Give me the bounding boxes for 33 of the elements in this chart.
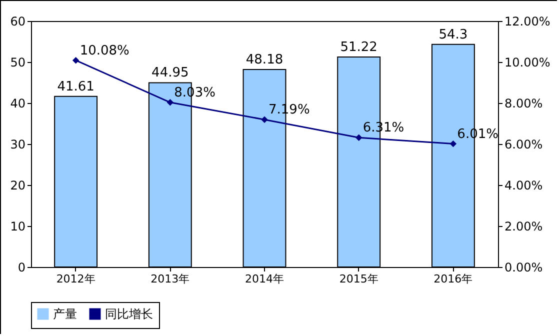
data-label: 41.61 (57, 79, 94, 94)
point (355, 134, 362, 141)
y2-tick-label: 6.00% (504, 138, 543, 152)
point (72, 57, 80, 64)
y-tick-label: 50 (10, 56, 26, 70)
point (166, 99, 174, 106)
data-label: 51.22 (340, 40, 378, 55)
y-tick-label: 10 (10, 220, 26, 234)
x-tick-label: 2015年 (339, 272, 378, 286)
x-tick-label: 2012年 (56, 272, 96, 286)
y2-tick-label: 0.00% (504, 260, 543, 274)
y2-tick-label: 4.00% (504, 178, 543, 192)
data-label: 10.08% (80, 43, 130, 58)
point (261, 116, 268, 123)
y2-tick-label: 8.00% (504, 96, 543, 110)
x-tick-label: 2014年 (245, 272, 284, 286)
y-tick-label: 20 (10, 178, 26, 192)
legend-label: 同比增长 (105, 307, 153, 321)
y2-tick-label: 12.00% (504, 14, 550, 28)
y-tick-label: 0 (18, 260, 26, 274)
y-tick-label: 30 (10, 138, 26, 152)
data-label: 44.95 (152, 66, 189, 81)
x-tick-label: 2013年 (150, 272, 190, 286)
y2-tick-label: 10.00% (504, 56, 550, 70)
y-tick-label: 60 (10, 14, 26, 28)
point (450, 140, 457, 148)
x-tick-label: 2016年 (434, 272, 473, 286)
y2-tick-label: 2.00% (504, 220, 543, 234)
y-tick-label: 40 (10, 96, 26, 110)
data-label: 54.3 (438, 27, 468, 42)
legend-label: 产量 (53, 307, 77, 321)
bar (54, 96, 98, 268)
data-label: 48.18 (246, 52, 284, 68)
